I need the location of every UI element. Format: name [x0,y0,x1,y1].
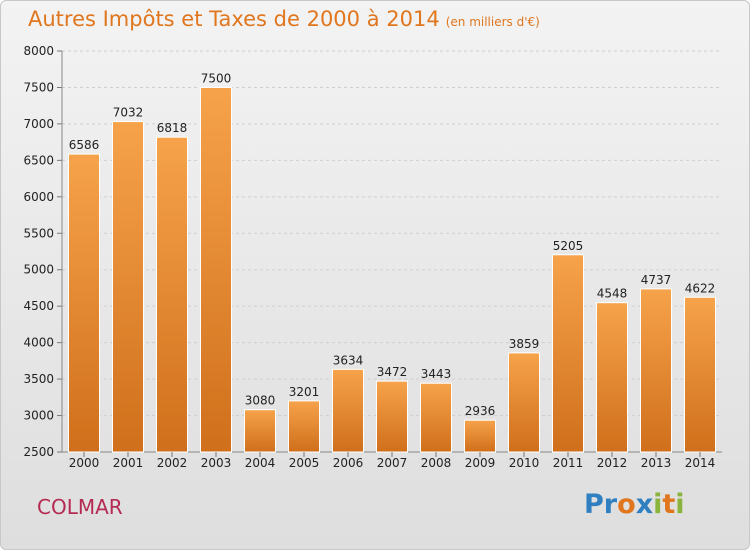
bar [508,352,540,453]
bar [684,296,716,453]
x-tick-label: 2012 [597,456,628,470]
y-tick-label: 6500 [23,153,54,167]
y-tick-label: 8000 [23,44,54,58]
x-tick-label: 2003 [201,456,232,470]
logo-letter: P [584,489,604,520]
y-tick-label: 2500 [23,445,54,459]
data-label: 3859 [509,337,540,351]
y-tick-label: 3500 [23,372,54,386]
x-tick-label: 2013 [641,456,672,470]
y-tick-label: 5000 [23,263,54,277]
data-label: 5205 [553,239,584,253]
bar [420,382,452,453]
title-text: Autres Impôts et Taxes de 2000 à 2014 [28,7,440,31]
x-tick-label: 2001 [113,456,144,470]
data-label: 4737 [641,273,672,287]
x-tick-label: 2009 [465,456,496,470]
y-tick-label: 3000 [23,409,54,423]
bar [200,86,232,453]
y-tick-label: 5500 [23,226,54,240]
x-tick-label: 2000 [69,456,100,470]
bar [464,419,496,453]
y-tick-label: 6000 [23,190,54,204]
data-label: 3472 [377,365,408,379]
proxiti-logo: Proxiti [584,489,685,520]
x-tick-label: 2014 [685,456,716,470]
data-label: 4548 [597,287,628,301]
x-tick-label: 2007 [377,456,408,470]
chart-title: Autres Impôts et Taxes de 2000 à 2014 (en… [28,7,540,31]
logo-letter: x [635,489,654,520]
y-tick-label: 7000 [23,117,54,131]
x-tick-label: 2004 [245,456,276,470]
data-label: 6818 [157,121,188,135]
logo-letter: r [603,489,618,520]
logo-letter: o [617,489,636,520]
x-tick-label: 2002 [157,456,188,470]
x-tick-label: 2006 [333,456,364,470]
bar [376,380,408,453]
data-label: 3443 [421,367,452,381]
data-label: 2936 [465,404,496,418]
data-label: 7032 [113,106,144,120]
bar [156,136,188,453]
x-tick-label: 2011 [553,456,584,470]
data-label: 6586 [69,138,100,152]
data-label: 3080 [245,394,276,408]
x-tick-label: 2008 [421,456,452,470]
y-tick-label: 7500 [23,80,54,94]
y-tick-label: 4000 [23,336,54,350]
title-unit: (en milliers d'€) [445,15,540,29]
bar [68,153,100,453]
bar [244,409,276,453]
data-label: 3201 [289,385,320,399]
city-name: COLMAR [37,495,123,519]
bar [640,288,672,453]
logo-letter: i [653,489,663,520]
x-tick-label: 2005 [289,456,320,470]
logo-letter: i [675,489,685,520]
bar [332,368,364,453]
logo-letter: t [662,489,676,520]
data-label: 7500 [201,71,232,85]
x-tick-label: 2010 [509,456,540,470]
bar [596,302,628,453]
data-label: 4622 [685,281,716,295]
bar [112,121,144,453]
bar [288,400,320,453]
data-label: 3634 [333,353,364,367]
y-tick-label: 4500 [23,299,54,313]
bar [552,254,584,453]
